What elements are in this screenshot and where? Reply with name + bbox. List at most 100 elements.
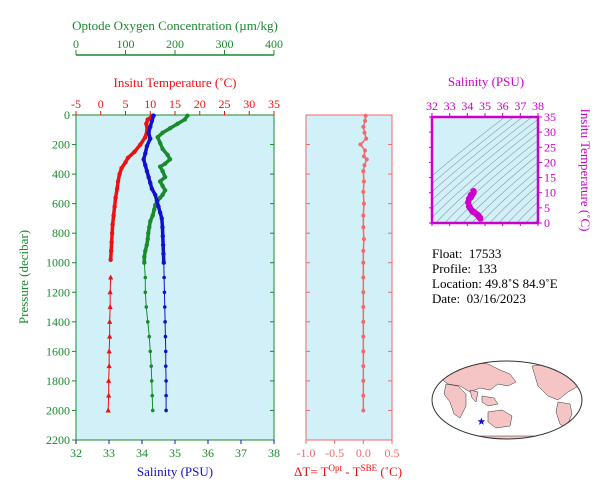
oxygen-point [145, 320, 150, 324]
salinity-point [148, 180, 153, 186]
delta-t-point [361, 319, 366, 324]
delta-t-point [361, 248, 366, 253]
salinity-tick-label: 35 [169, 446, 181, 460]
ts-temperature-label: Insitu Temperature (˚C) [578, 108, 593, 231]
density-contour [507, 193, 538, 223]
temperature-point [138, 142, 143, 147]
oxygen-point [167, 157, 173, 162]
land-africa [443, 383, 467, 419]
delta-t-point [361, 124, 366, 129]
delta-t-point [361, 225, 366, 230]
location-value: 49.8˚S 84.9˚E [485, 276, 558, 291]
density-contour [525, 210, 538, 223]
oxygen-point [157, 179, 163, 184]
oxygen-point [144, 305, 149, 309]
pressure-tick-label: 1600 [46, 344, 70, 358]
temperature-point [111, 213, 116, 218]
salinity-axis: 32 33 34 35 36 37 38 [70, 440, 280, 460]
delta-t-point [361, 237, 366, 242]
density-contour [435, 132, 538, 223]
delta-t-label-sup-1: Opt [329, 463, 343, 473]
oxygen-tick-label: 100 [117, 37, 135, 51]
salinity-point [163, 364, 168, 368]
ts-xtick-label: 34 [461, 99, 473, 113]
temperature-tick-label: 30 [243, 97, 255, 111]
ts-ytick-label: 0 [544, 216, 550, 230]
salinity-point [161, 251, 166, 257]
delta-t-point [361, 189, 366, 194]
salinity-point [153, 192, 158, 197]
ts-xtick-label: 36 [497, 99, 509, 113]
salinity-point [149, 118, 155, 124]
salinity-point [154, 198, 160, 203]
delta-t-point [363, 118, 368, 123]
salinity-point [157, 210, 163, 215]
ts-xtick-label: 32 [426, 99, 438, 113]
delta-t-label-sup-2: SBE [361, 463, 378, 473]
salinity-point [164, 408, 168, 413]
oxygen-point [147, 225, 152, 230]
temperature-point [108, 274, 114, 280]
temperature-axis: -5 0 5 10 15 20 25 30 35 [71, 97, 280, 115]
oxygen-point [142, 254, 147, 260]
oxygen-point [145, 236, 150, 242]
density-contour [480, 169, 538, 223]
oxygen-point [144, 242, 149, 248]
salinity-point [148, 136, 153, 141]
salinity-point [160, 242, 166, 248]
temperature-point [106, 363, 112, 369]
profile-plot-area [75, 114, 275, 441]
ts-ytick-label: 35 [544, 110, 556, 124]
salinity-point [162, 275, 166, 280]
ts-series [465, 188, 484, 222]
delta-t-point [363, 113, 368, 118]
pressure-tick-label: 1200 [46, 285, 70, 299]
pressure-tick-label: 2000 [46, 403, 70, 417]
float-label: Float: [432, 246, 463, 261]
oxygen-point [160, 146, 165, 152]
temperature-point [110, 222, 115, 227]
oxygen-point [146, 230, 151, 236]
salinity-tick-label: 36 [202, 446, 214, 460]
oxygen-point [142, 260, 147, 265]
pressure-tick-label: 600 [52, 197, 70, 211]
map-outline [431, 360, 583, 440]
ts-line [466, 190, 482, 220]
temperature-point [106, 377, 112, 383]
oxygen-point [155, 134, 160, 140]
oxygen-point [147, 334, 152, 339]
temperature-tick-label: 35 [268, 97, 280, 111]
salinity-tick-label: 32 [70, 446, 82, 460]
land-greenland [569, 361, 581, 369]
float-location-map [431, 360, 583, 440]
temperature-tick-label: 0 [98, 97, 104, 111]
temperature-point [108, 257, 113, 262]
delta-t-plot-area [305, 114, 393, 441]
oxygen-axis: 0 100 200 300 400 [73, 37, 283, 56]
profile-row: Profile: 133 [432, 261, 558, 276]
oxygen-point [175, 121, 180, 127]
pressure-tick-label: 1400 [46, 315, 70, 329]
delta-t-axis-label: ΔT= TOpt - TSBE (˚C) [294, 463, 402, 479]
delta-t-point [358, 142, 363, 147]
temperature-point [123, 160, 128, 165]
density-contour [432, 117, 515, 185]
delta-t-point [361, 364, 366, 369]
oxygen-point [143, 290, 148, 295]
salinity-point [163, 334, 168, 339]
oxygen-point [150, 393, 155, 398]
density-contours [432, 117, 538, 223]
temperature-point [105, 407, 111, 413]
temperature-point [112, 204, 117, 209]
density-contour [444, 140, 538, 223]
density-contour [498, 185, 538, 223]
delta-t-point [361, 179, 366, 184]
temperature-tick-label: 15 [169, 97, 181, 111]
density-contour [432, 117, 533, 201]
pressure-tick-label: 800 [52, 226, 70, 240]
oxygen-point [167, 126, 173, 131]
salinity-point [160, 225, 165, 230]
date-row: Date: 03/16/2023 [432, 291, 558, 306]
